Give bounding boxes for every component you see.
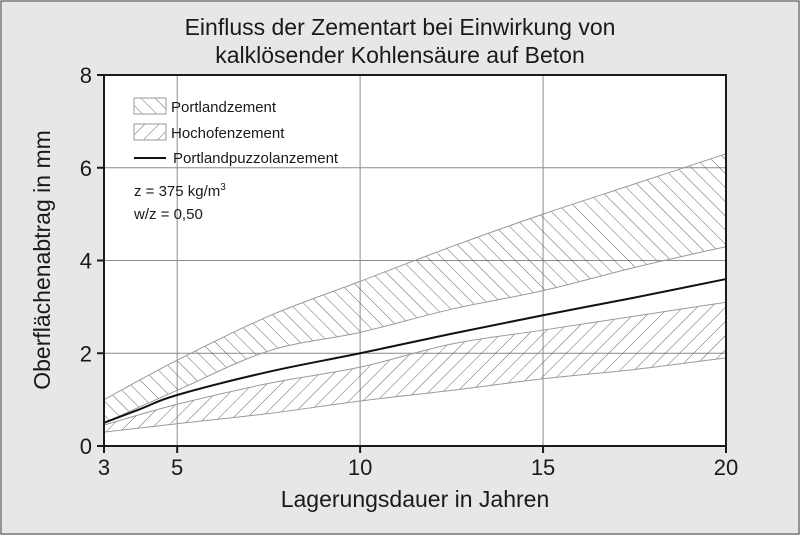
annotation-z-text: z = 375 kg/m: [134, 183, 220, 200]
lines-layer: [103, 278, 727, 424]
band-upper-edge-hochofenzement: [103, 301, 727, 426]
series-line-portlandpuzzolanzement: [103, 278, 727, 424]
band-hochofenzement: [104, 302, 726, 433]
legend-swatch-hochofenzement: [133, 123, 167, 141]
x-axis-label: Lagerungsdauer in Jahren: [281, 486, 550, 512]
y-tick-label-4: 4: [80, 249, 92, 274]
bands-layer: [103, 153, 727, 433]
annotation-cement-content: z = 375 kg/m3: [134, 182, 226, 200]
legend: Portlandzement Hochofenzement Portlandpu…: [133, 97, 339, 167]
x-tick-label-10: 10: [348, 455, 372, 480]
x-tick-label-5: 5: [171, 455, 183, 480]
x-tick-label-15: 15: [531, 455, 555, 480]
annotation-superscript: 3: [220, 182, 226, 193]
legend-swatch-portlandzement: [133, 97, 167, 115]
chart-title-line-1: Einfluss der Zementart bei Einwirkung vo…: [184, 14, 616, 40]
axis-ticks: 3 5 10 15 20 0 2 4 6 8: [80, 63, 738, 480]
y-tick-label-2: 2: [80, 341, 92, 366]
band-portlandzement: [104, 153, 726, 423]
y-tick-label-6: 6: [80, 156, 92, 181]
legend-label-portlandpuzzolanzement: Portlandpuzzolanzement: [173, 150, 339, 167]
legend-label-portlandzement: Portlandzement: [171, 99, 277, 116]
annotation-wz-ratio: w/z = 0,50: [133, 206, 203, 223]
band-upper-edge-portlandzement: [103, 153, 727, 401]
y-axis-label: Oberflächenabtrag in mm: [29, 130, 55, 390]
band-lower-edge-hochofenzement: [103, 357, 727, 433]
band-lower-edge-portlandzement: [103, 246, 727, 424]
chart-title-line-2: kalklösender Kohlensäure auf Beton: [215, 42, 585, 68]
y-tick-label-0: 0: [80, 434, 92, 459]
y-tick-label-8: 8: [80, 63, 92, 88]
x-tick-label-3: 3: [98, 455, 110, 480]
legend-label-hochofenzement: Hochofenzement: [171, 125, 285, 142]
x-tick-label-20: 20: [714, 455, 738, 480]
